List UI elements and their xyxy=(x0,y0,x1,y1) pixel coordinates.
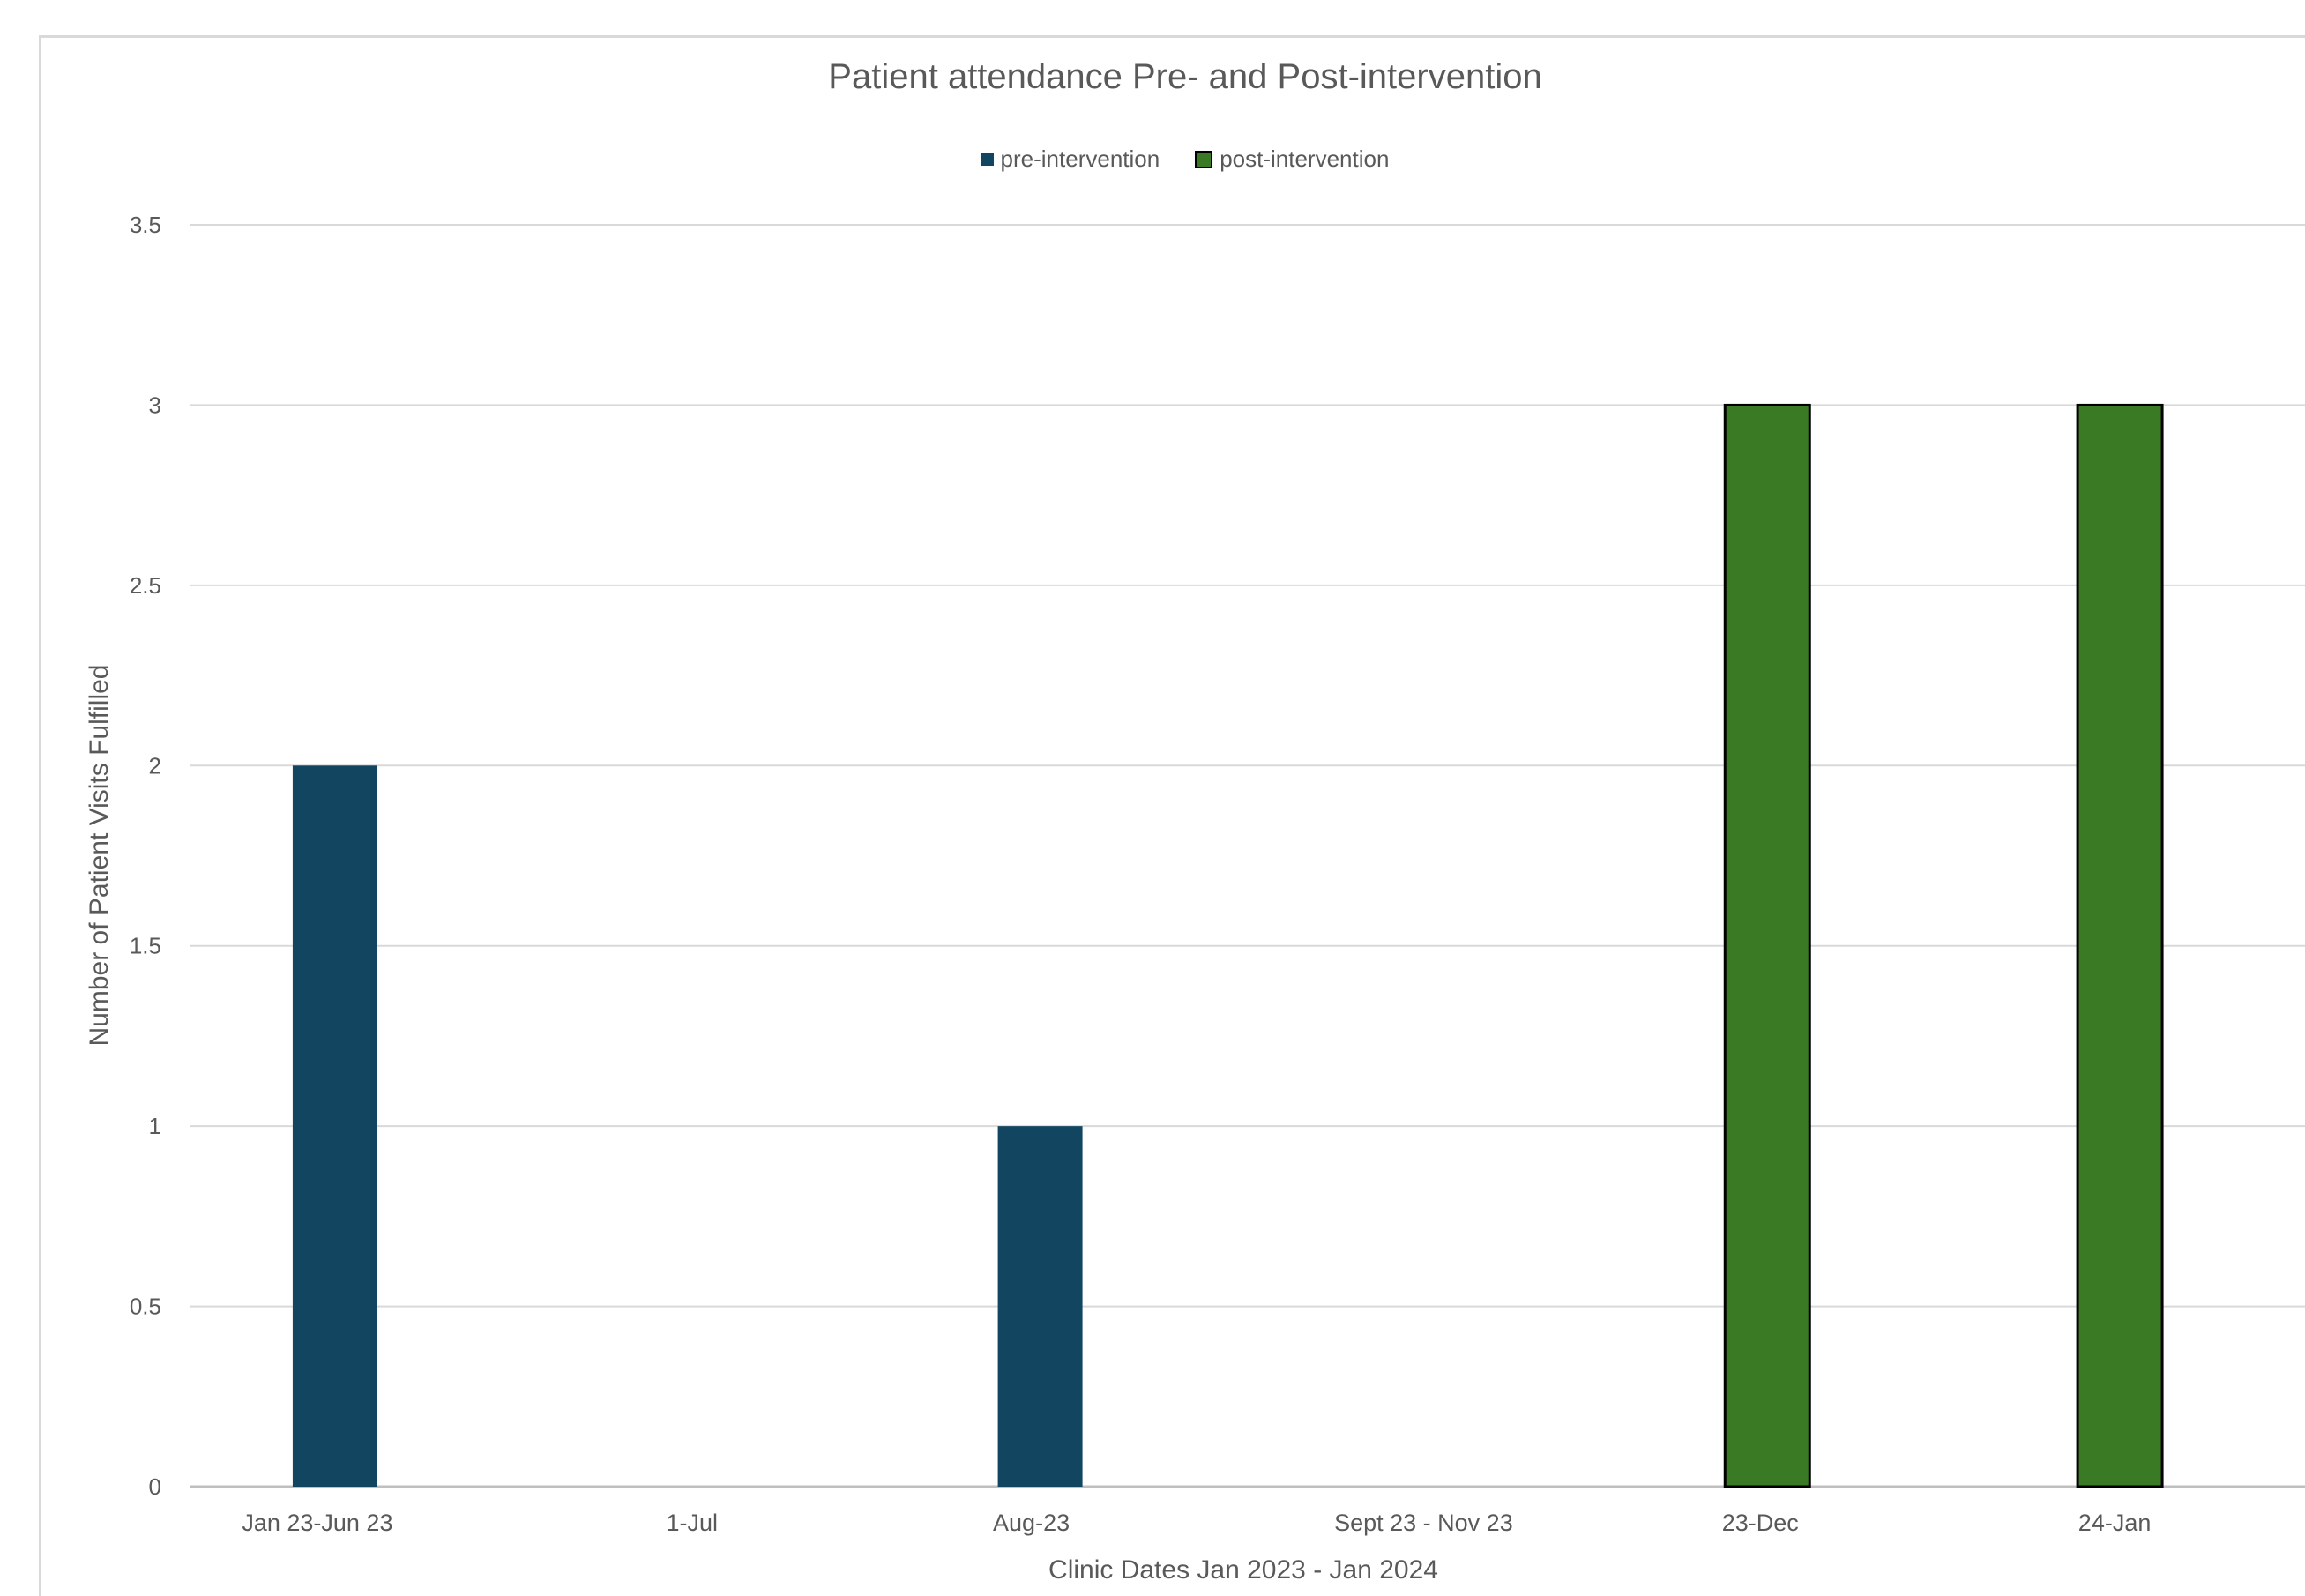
x-tick-label: Jan 23-Jun 23 xyxy=(242,1510,392,1536)
legend-swatch-post-intervention xyxy=(1195,150,1213,168)
y-tick-label: 0 xyxy=(149,1473,161,1500)
x-axis-title: Clinic Dates Jan 2023 - Jan 2024 xyxy=(1048,1555,1438,1585)
bar-post-intervention xyxy=(2076,403,2164,1488)
bar-post-intervention xyxy=(1723,403,1811,1488)
y-tick-label: 1.5 xyxy=(130,933,161,959)
chart-title: Patient attendance Pre- and Post-interve… xyxy=(828,57,1542,96)
x-tick-label: 1-Jul xyxy=(666,1510,718,1536)
x-tick-label: Sept 23 - Nov 23 xyxy=(1334,1510,1513,1536)
y-tick-label: 2.5 xyxy=(130,572,161,599)
legend: pre-intervention post-intervention xyxy=(0,145,2305,173)
y-tick-label: 3.5 xyxy=(130,212,161,238)
legend-item-pre-intervention: pre-intervention xyxy=(981,145,1160,173)
legend-label-pre-intervention: pre-intervention xyxy=(1000,145,1160,172)
x-tick-label: 23-Dec xyxy=(1722,1510,1799,1536)
bar-pre-intervention xyxy=(292,765,377,1487)
x-tick-label: 24-Jan xyxy=(2078,1510,2152,1536)
legend-label-post-intervention: post-intervention xyxy=(1220,145,1390,172)
y-tick-label: 0.5 xyxy=(130,1294,161,1320)
legend-item-post-intervention: post-intervention xyxy=(1195,145,1389,173)
y-tick-label: 1 xyxy=(149,1113,161,1139)
y-tick-label: 3 xyxy=(149,392,161,418)
legend-swatch-pre-intervention xyxy=(981,153,994,166)
y-tick-label: 2 xyxy=(149,752,161,779)
bar-pre-intervention xyxy=(997,1126,1083,1487)
chart-frame xyxy=(39,35,2305,1596)
x-tick-label: Aug-23 xyxy=(993,1510,1070,1536)
y-axis-title: Number of Patient Visits Fulfilled xyxy=(85,665,114,1047)
